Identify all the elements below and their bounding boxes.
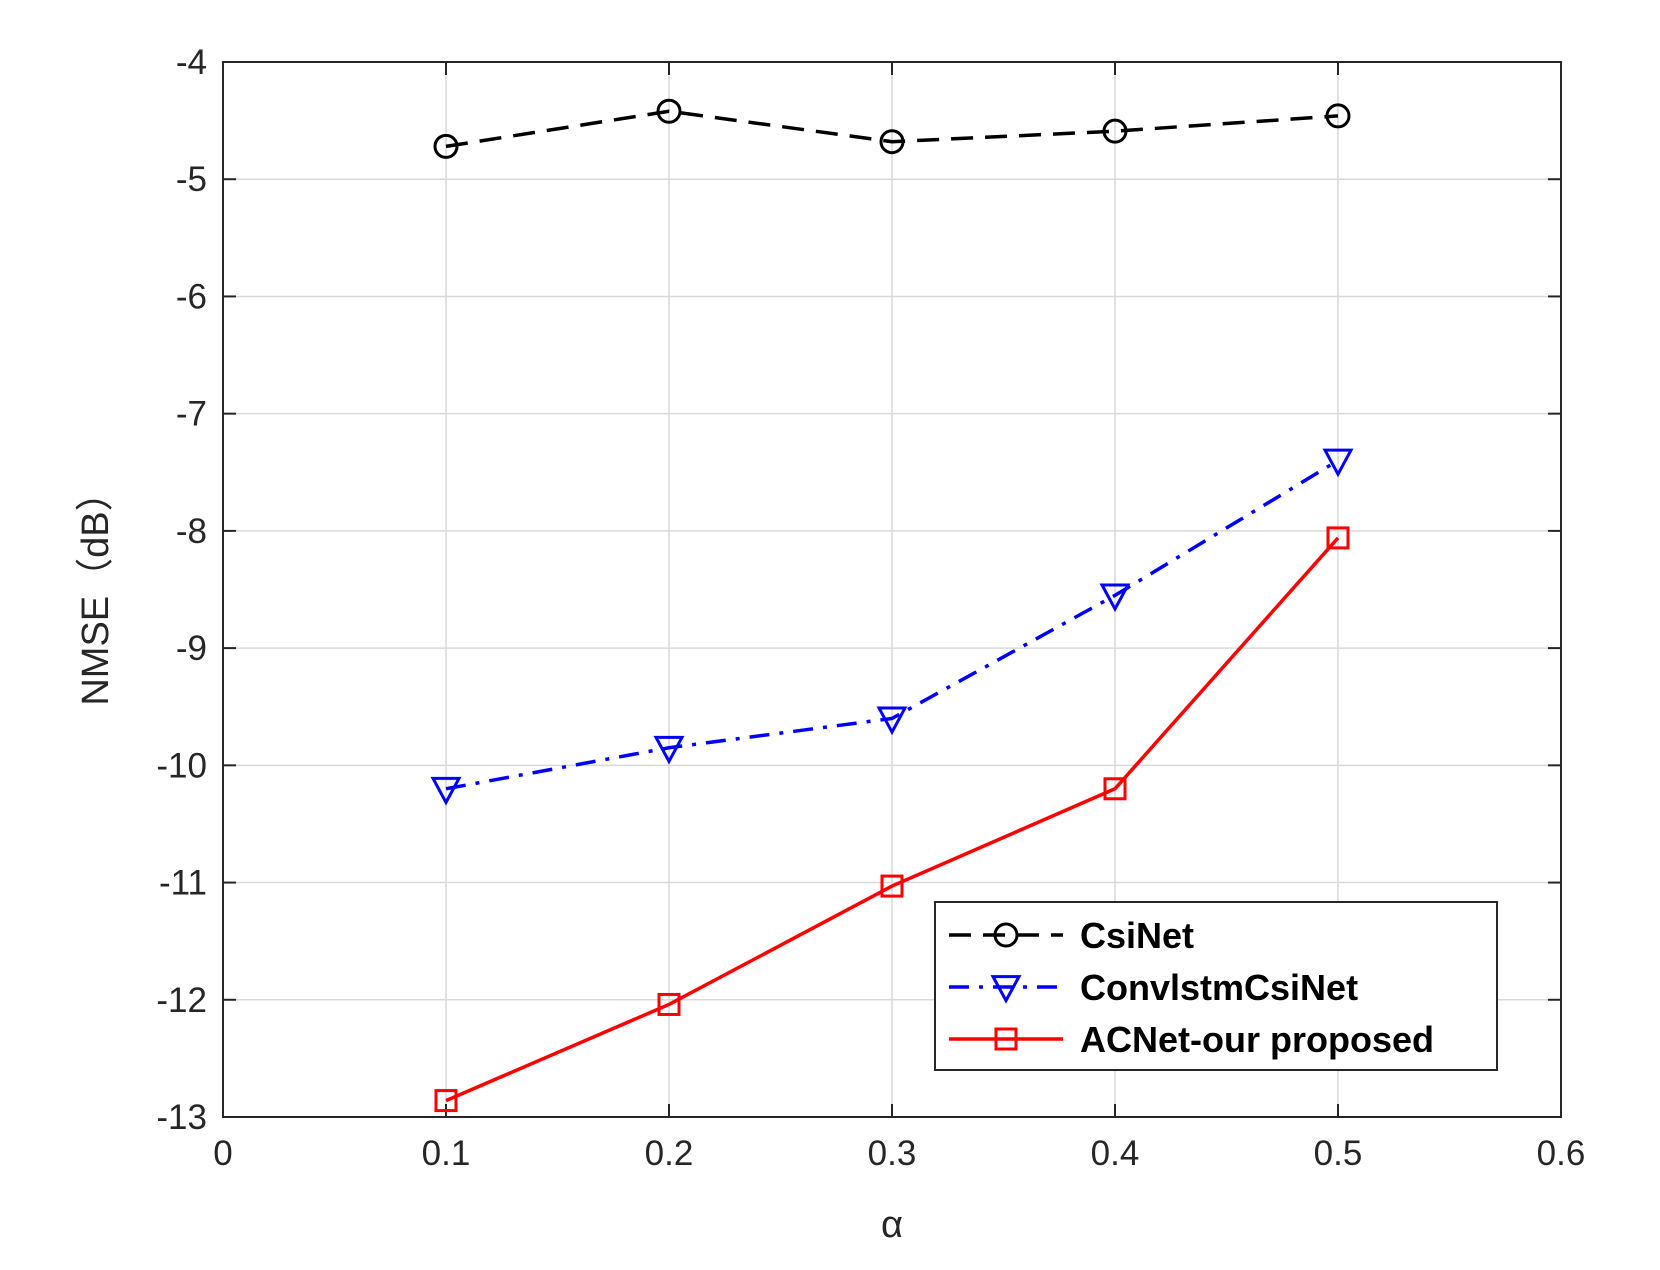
legend-label: CsiNet xyxy=(1080,915,1194,956)
y-tick-label: -8 xyxy=(176,512,207,551)
legend-marker xyxy=(993,922,1019,948)
x-tick-label: 0.1 xyxy=(422,1134,471,1173)
y-tick-label: -13 xyxy=(156,1098,207,1137)
series-0 xyxy=(433,98,1351,159)
data-point-marker xyxy=(876,706,908,736)
series-line xyxy=(445,109,1339,149)
legend-label: ConvlstmCsiNet xyxy=(1080,967,1358,1008)
data-point-marker xyxy=(880,874,904,898)
y-tick-label: -10 xyxy=(156,746,207,785)
x-tick-label: 0.4 xyxy=(1091,1134,1140,1173)
legend: CsiNet ConvlstmCsiNet ACNet-our proposed xyxy=(934,901,1498,1071)
x-tick-label: 0 xyxy=(213,1134,232,1173)
y-tick-label: -12 xyxy=(156,981,207,1020)
legend-marker xyxy=(990,975,1022,1004)
series-line xyxy=(445,459,1339,791)
y-tick-label: -7 xyxy=(176,395,207,434)
series-2 xyxy=(434,526,1350,1113)
data-point-marker xyxy=(1102,118,1128,144)
legend-box xyxy=(934,901,1498,1071)
legend-marker xyxy=(994,1027,1018,1051)
y-tick-label: -9 xyxy=(176,629,207,668)
tick-labels: 0 0.1 0.2 0.3 0.4 0.5 0.6 -4 -5 -6 -7 -8 -9 -10 -11 -12… xyxy=(156,43,1585,1173)
legend-label: ACNet-our proposed xyxy=(1080,1019,1434,1060)
data-point-marker xyxy=(434,1089,458,1113)
x-tick-label: 0.5 xyxy=(1314,1134,1363,1173)
y-tick-label: -4 xyxy=(176,43,207,82)
data-point-marker xyxy=(433,133,459,159)
legend-item: ACNet-our proposed xyxy=(949,1019,1434,1060)
data-point-marker xyxy=(1325,103,1351,129)
data-point-marker xyxy=(879,129,905,155)
x-tick-label: 0.6 xyxy=(1537,1134,1586,1173)
series-line xyxy=(445,536,1340,1103)
y-tick-label: -6 xyxy=(176,277,207,316)
data-point-marker xyxy=(1103,777,1127,801)
data-point-marker xyxy=(430,776,462,806)
data-point-marker xyxy=(656,98,682,124)
legend-item: ConvlstmCsiNet xyxy=(949,967,1358,1008)
data-point-marker xyxy=(1099,583,1131,613)
y-tick-label: -5 xyxy=(176,160,207,199)
legend-item: CsiNet xyxy=(949,915,1194,956)
data-point-marker xyxy=(1326,526,1350,550)
x-axis-title: α xyxy=(881,1204,903,1246)
series-1 xyxy=(430,448,1354,806)
data-point-marker xyxy=(657,992,681,1016)
data-point-marker xyxy=(653,735,685,765)
plot-frame xyxy=(222,61,1562,1118)
data-point-marker xyxy=(1322,448,1354,478)
y-tick-label: -11 xyxy=(159,864,207,903)
series-lines xyxy=(430,98,1354,1113)
x-tick-label: 0.3 xyxy=(868,1134,917,1173)
x-tick-label: 0.2 xyxy=(645,1134,694,1173)
y-axis-title: NMSE（dB） xyxy=(75,473,117,705)
